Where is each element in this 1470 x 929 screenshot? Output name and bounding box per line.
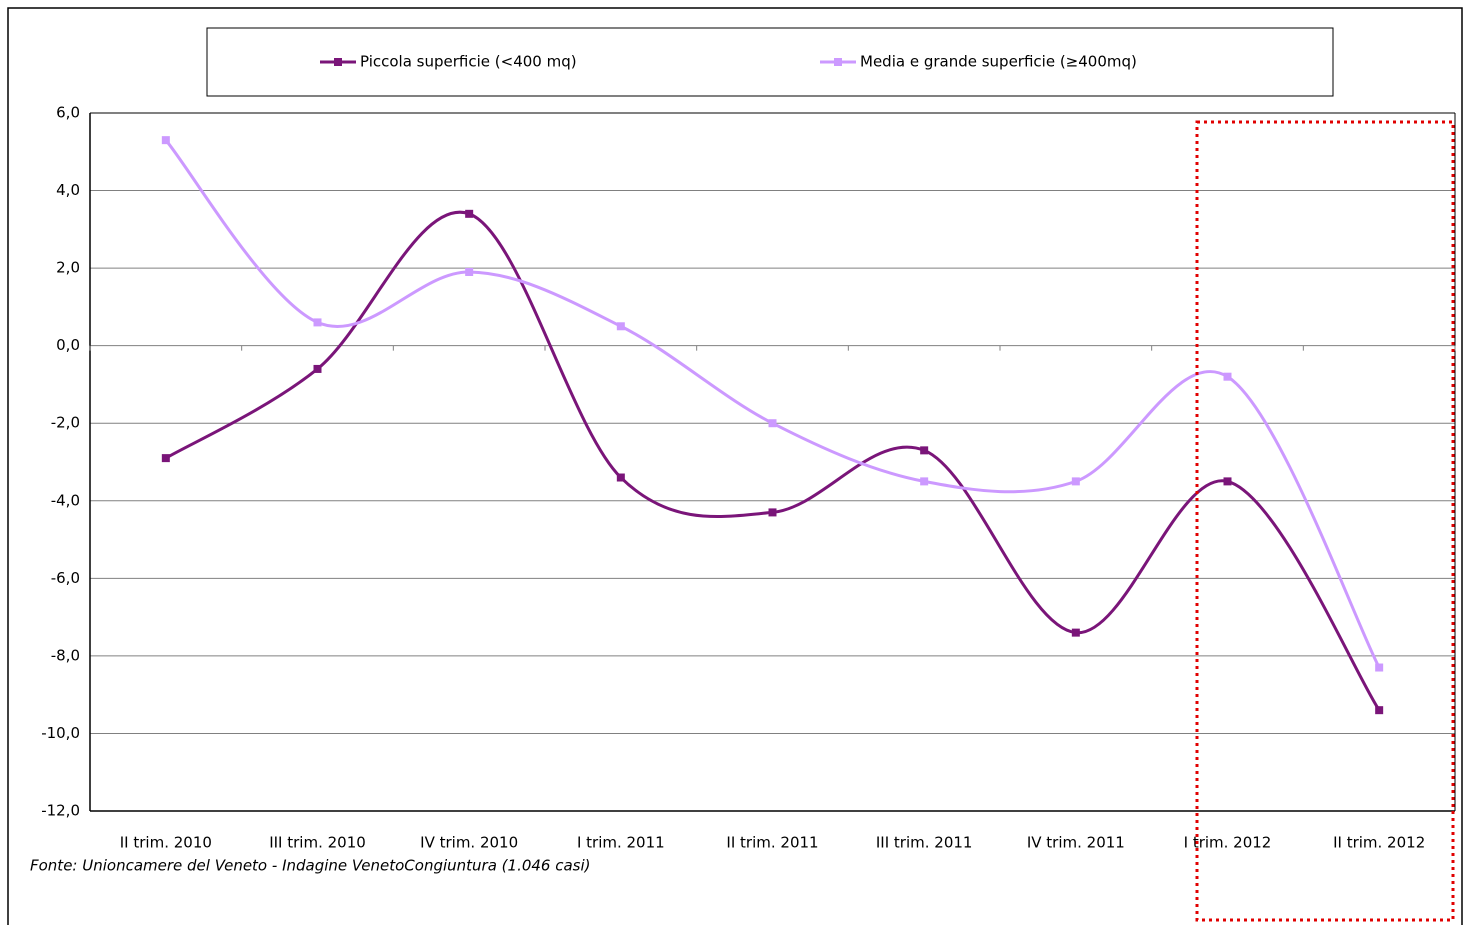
point-marker: [616, 322, 625, 331]
x-tick-label: II trim. 2011: [726, 834, 818, 852]
point-marker: [768, 419, 777, 428]
y-tick-label: 4,0: [56, 181, 80, 199]
point-marker: [161, 136, 170, 145]
point-marker: [465, 209, 474, 218]
y-tick-label: -4,0: [51, 491, 80, 509]
point-marker: [1375, 663, 1384, 672]
point-marker: [920, 446, 929, 455]
plot-area: -12,0 -10,0 -8,0 -6,0 -4,0 -2,0 0,0 2,0 4,0 6,0 II…: [41, 104, 1456, 852]
y-tick-label: -10,0: [41, 724, 80, 742]
legend-label: Piccola superficie (<400 mq): [360, 53, 577, 71]
point-marker: [616, 473, 625, 482]
point-marker: [313, 364, 322, 373]
y-tick-label: -8,0: [51, 646, 80, 664]
point-marker: [1223, 477, 1232, 486]
point-marker: [768, 508, 777, 517]
x-tick-label: IV trim. 2011: [1027, 834, 1125, 852]
x-tick-label: I trim. 2011: [577, 834, 665, 852]
point-marker: [465, 267, 474, 276]
x-tick-label: III trim. 2011: [876, 834, 973, 852]
y-tick-label: -2,0: [51, 414, 80, 432]
x-tick-label: IV trim. 2010: [420, 834, 518, 852]
highlight-box: [1195, 120, 1455, 922]
y-tick-label: 0,0: [56, 336, 80, 354]
y-tick-label: 6,0: [56, 104, 80, 122]
legend-marker: [834, 58, 842, 66]
x-tick-label: III trim. 2010: [269, 834, 366, 852]
legend-label: Media e grande superficie (≥400mq): [860, 53, 1137, 71]
y-tick-label: -6,0: [51, 569, 80, 587]
x-tick-label: II trim. 2012: [1333, 834, 1425, 852]
legend-marker: [334, 58, 342, 66]
point-marker: [161, 454, 170, 463]
point-marker: [1223, 372, 1232, 381]
y-tick-label: -12,0: [41, 802, 80, 820]
legend-box: [206, 27, 1334, 97]
x-tick-label: I trim. 2012: [1184, 834, 1272, 852]
point-marker: [1071, 628, 1080, 637]
point-marker: [1071, 477, 1080, 486]
source-note: Fonte: Unioncamere del Veneto - Indagine…: [30, 857, 591, 875]
point-marker: [313, 318, 322, 327]
chart-frame: [7, 7, 1463, 929]
point-marker: [1375, 706, 1384, 715]
x-tick-label: II trim. 2010: [120, 834, 212, 852]
y-tick-label: 2,0: [56, 259, 80, 277]
point-marker: [920, 477, 929, 486]
